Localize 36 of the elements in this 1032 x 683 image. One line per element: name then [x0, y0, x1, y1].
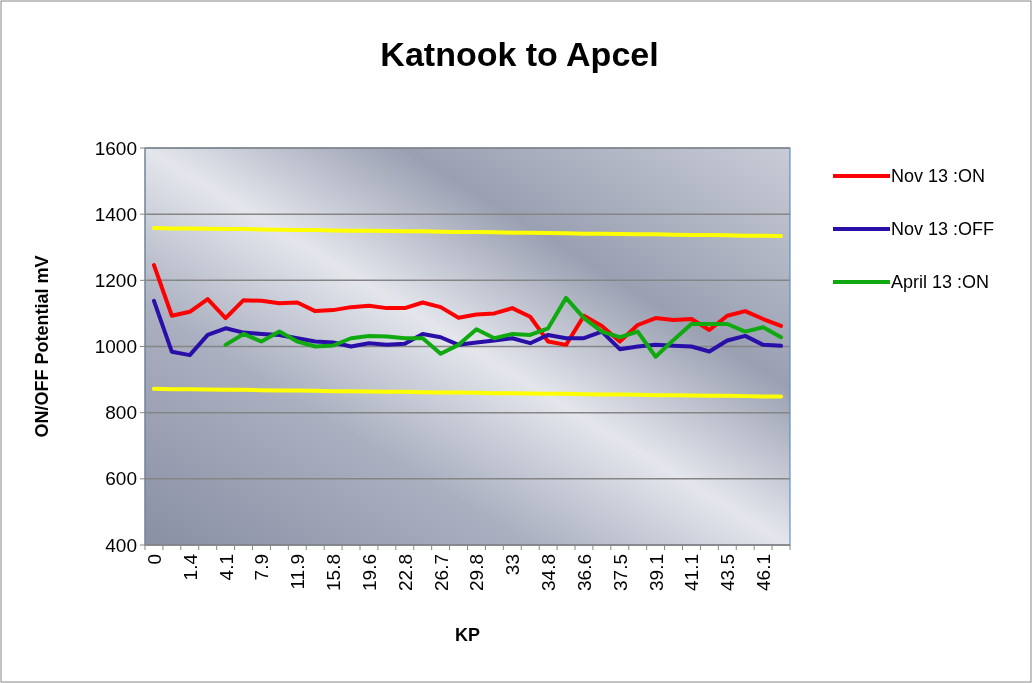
y-axis-title: ON/OFF Potential mV [32, 255, 52, 438]
line-series [151, 263, 784, 347]
y-tick-label: 600 [105, 468, 137, 490]
x-axis-title: KP [454, 625, 481, 645]
y-tick-label: 1400 [94, 203, 137, 225]
x-tick-label: 37.5 [609, 554, 631, 591]
y-tick-label: 1200 [94, 269, 137, 291]
x-tick-label: 39.1 [645, 554, 667, 591]
line-series [151, 386, 784, 399]
x-tick-label: 36.6 [573, 554, 595, 591]
x-tick-label: 19.6 [358, 554, 380, 591]
y-tick-label: 1000 [94, 336, 137, 358]
x-tick-label: 26.7 [430, 554, 452, 591]
legend-label: Nov 13 :OFF [891, 219, 995, 240]
x-tick-label: 7.9 [251, 554, 273, 581]
x-tick-label: 4.1 [215, 554, 237, 581]
x-tick-label: 43.5 [717, 554, 739, 591]
line-series [151, 298, 784, 358]
x-tick-label: 33 [502, 554, 524, 576]
x-tick-label: 41.1 [681, 554, 703, 591]
line-series [223, 295, 784, 359]
x-tick-label: 0 [143, 554, 165, 565]
x-tick-label: 29.8 [466, 554, 488, 591]
legend-label: Nov 13 :ON [891, 166, 986, 187]
x-tick-label: 15.8 [323, 554, 345, 591]
y-tick-label: 800 [105, 402, 137, 424]
legend-label: April 13 :ON [891, 272, 990, 293]
x-tick-label: 1.4 [179, 553, 201, 581]
x-tick-label: 34.8 [538, 554, 560, 591]
x-tick-label: 11.9 [287, 554, 309, 590]
x-tick-label: 22.8 [394, 554, 416, 591]
x-tick-label: 46.1 [753, 554, 775, 591]
y-tick-label: 400 [105, 534, 137, 556]
line-series [151, 226, 784, 238]
chart-title: Katnook to Apcel [380, 35, 659, 73]
y-tick-label: 1600 [94, 137, 137, 159]
